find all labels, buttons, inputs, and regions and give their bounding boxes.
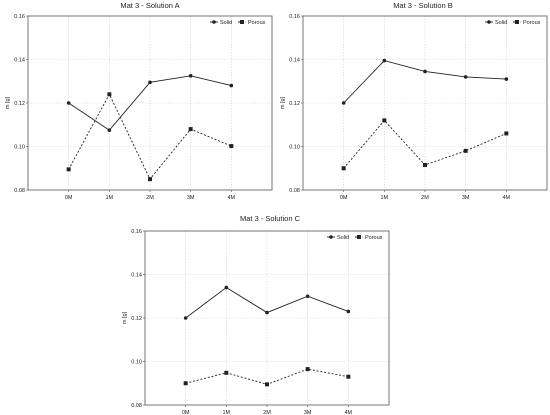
data-point-porous bbox=[229, 144, 234, 149]
data-point-porous bbox=[504, 131, 509, 136]
data-point-solid bbox=[463, 75, 468, 79]
x-tick-label: 0M bbox=[340, 195, 348, 201]
x-tick-label: 2M bbox=[263, 410, 271, 415]
data-point-solid bbox=[341, 101, 346, 105]
series-line-porous bbox=[343, 119, 507, 169]
legend-label-solid: Solid bbox=[220, 20, 232, 26]
y-tick-label: 0.16 bbox=[131, 229, 142, 235]
x-tick-label: 1M bbox=[106, 195, 114, 201]
data-point-porous bbox=[346, 374, 351, 379]
data-point-solid bbox=[183, 316, 188, 320]
y-tick-label: 0.10 bbox=[131, 360, 142, 366]
data-point-porous bbox=[341, 166, 346, 171]
y-tick-label: 0.16 bbox=[14, 14, 25, 20]
chart-title: Mat 3 - Solution C bbox=[240, 214, 301, 223]
x-tick-label: 0M bbox=[182, 410, 190, 415]
y-tick-label: 0.10 bbox=[289, 145, 300, 151]
y-tick-label: 0.08 bbox=[131, 403, 142, 409]
data-point-solid bbox=[305, 294, 310, 299]
legend-label-solid: Solid bbox=[495, 20, 507, 26]
legend-marker-porous bbox=[515, 20, 519, 24]
data-point-porous bbox=[148, 177, 152, 182]
legend-marker-solid bbox=[212, 20, 216, 24]
legend-label-porous: Porous bbox=[523, 20, 541, 26]
legend-label-porous: Porous bbox=[248, 20, 266, 26]
x-tick-label: 0M bbox=[65, 195, 73, 201]
data-point-porous bbox=[305, 367, 310, 372]
data-point-solid bbox=[423, 69, 427, 74]
x-tick-label: 1M bbox=[381, 195, 389, 201]
data-point-solid bbox=[229, 83, 234, 88]
legend-marker-solid bbox=[487, 20, 491, 24]
data-point-solid bbox=[148, 80, 152, 85]
y-tick-label: 0.14 bbox=[14, 58, 25, 64]
data-point-porous bbox=[66, 167, 71, 172]
data-point-solid bbox=[107, 128, 112, 132]
data-point-porous bbox=[188, 127, 193, 132]
data-point-porous bbox=[224, 370, 229, 375]
x-tick-label: 2M bbox=[421, 195, 429, 201]
data-point-solid bbox=[346, 309, 351, 314]
chart-panel-2: Mat 3 - Solution B 0.08 0.10 0.12 0.14 0.16 m … bbox=[280, 1, 548, 201]
legend-marker-solid bbox=[329, 235, 333, 239]
data-point-solid bbox=[188, 74, 193, 78]
x-tick-label: 3M bbox=[462, 195, 470, 201]
y-tick-label: 0.08 bbox=[14, 188, 25, 194]
chart-title: Mat 3 - Solution B bbox=[393, 1, 453, 10]
x-tick-label: 2M bbox=[146, 195, 154, 201]
y-tick-label: 0.12 bbox=[131, 316, 142, 322]
x-tick-label: 4M bbox=[345, 410, 353, 415]
data-point-solid bbox=[224, 285, 229, 290]
y-tick-label: 0.10 bbox=[14, 145, 25, 151]
y-axis-label: m [g] bbox=[280, 96, 286, 109]
legend-marker-porous bbox=[357, 235, 361, 239]
chart-title: Mat 3 - Solution A bbox=[120, 1, 179, 10]
data-point-porous bbox=[183, 381, 188, 386]
y-axis-label: m [g] bbox=[5, 96, 11, 109]
y-tick-label: 0.12 bbox=[289, 101, 300, 107]
y-tick-label: 0.14 bbox=[289, 58, 300, 64]
legend-marker-porous bbox=[240, 20, 244, 24]
y-tick-label: 0.08 bbox=[289, 188, 300, 194]
data-point-solid bbox=[504, 77, 509, 81]
y-tick-label: 0.12 bbox=[14, 101, 25, 107]
x-tick-label: 3M bbox=[304, 410, 312, 415]
data-point-porous bbox=[463, 148, 468, 153]
legend-label-solid: Solid bbox=[337, 235, 349, 241]
y-axis-label: m [g] bbox=[122, 311, 128, 324]
data-point-solid bbox=[66, 101, 71, 105]
x-tick-label: 3M bbox=[187, 195, 195, 201]
data-point-porous bbox=[423, 162, 427, 167]
data-point-porous bbox=[107, 92, 112, 97]
data-point-solid bbox=[382, 58, 387, 63]
legend-label-porous: Porous bbox=[365, 235, 383, 241]
chart-panel-3: Mat 3 - Solution C 0.08 0.10 0.12 0.14 0.16 m … bbox=[122, 214, 390, 415]
data-point-solid bbox=[265, 310, 269, 315]
chart-panel-1: Mat 3 - Solution A 0.08 0.10 0.12 0.14 0.16 m … bbox=[5, 1, 273, 201]
y-tick-label: 0.16 bbox=[289, 14, 300, 20]
data-point-porous bbox=[265, 382, 269, 387]
x-tick-label: 4M bbox=[228, 195, 236, 201]
data-point-porous bbox=[382, 118, 387, 123]
x-tick-label: 1M bbox=[223, 410, 231, 415]
y-tick-label: 0.14 bbox=[131, 273, 142, 279]
x-tick-label: 4M bbox=[503, 195, 511, 201]
